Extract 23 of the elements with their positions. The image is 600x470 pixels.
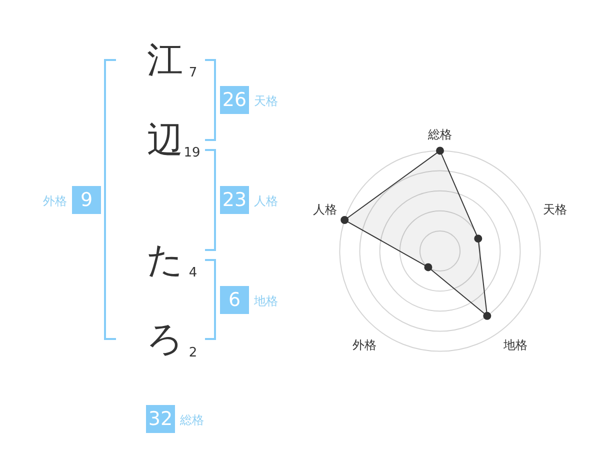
text: 人格 (254, 194, 278, 208)
spoke-label: 外格 (352, 338, 376, 352)
text: 6 (228, 288, 241, 310)
spoke-label: 地格 (502, 338, 528, 352)
text: 天格 (254, 94, 278, 108)
spoke-label: 人格 (313, 202, 337, 216)
text: 辺 (147, 120, 183, 161)
text: 江 (147, 40, 183, 81)
text: 9 (80, 188, 93, 210)
text: 23 (222, 188, 247, 210)
text: 7 (188, 66, 198, 80)
text: 地格 (254, 294, 278, 308)
text: 26 (222, 88, 247, 110)
text: 4 (188, 266, 198, 280)
text: 32 (148, 408, 173, 430)
text: 外格 (43, 194, 67, 208)
text: 2 (188, 346, 198, 360)
spoke-label: 天格 (543, 202, 567, 216)
spoke-label: 総格 (427, 128, 452, 142)
text: 19 (184, 146, 200, 160)
text: た (146, 240, 184, 281)
text: ろ (146, 319, 184, 360)
text: 総格 (180, 413, 204, 427)
